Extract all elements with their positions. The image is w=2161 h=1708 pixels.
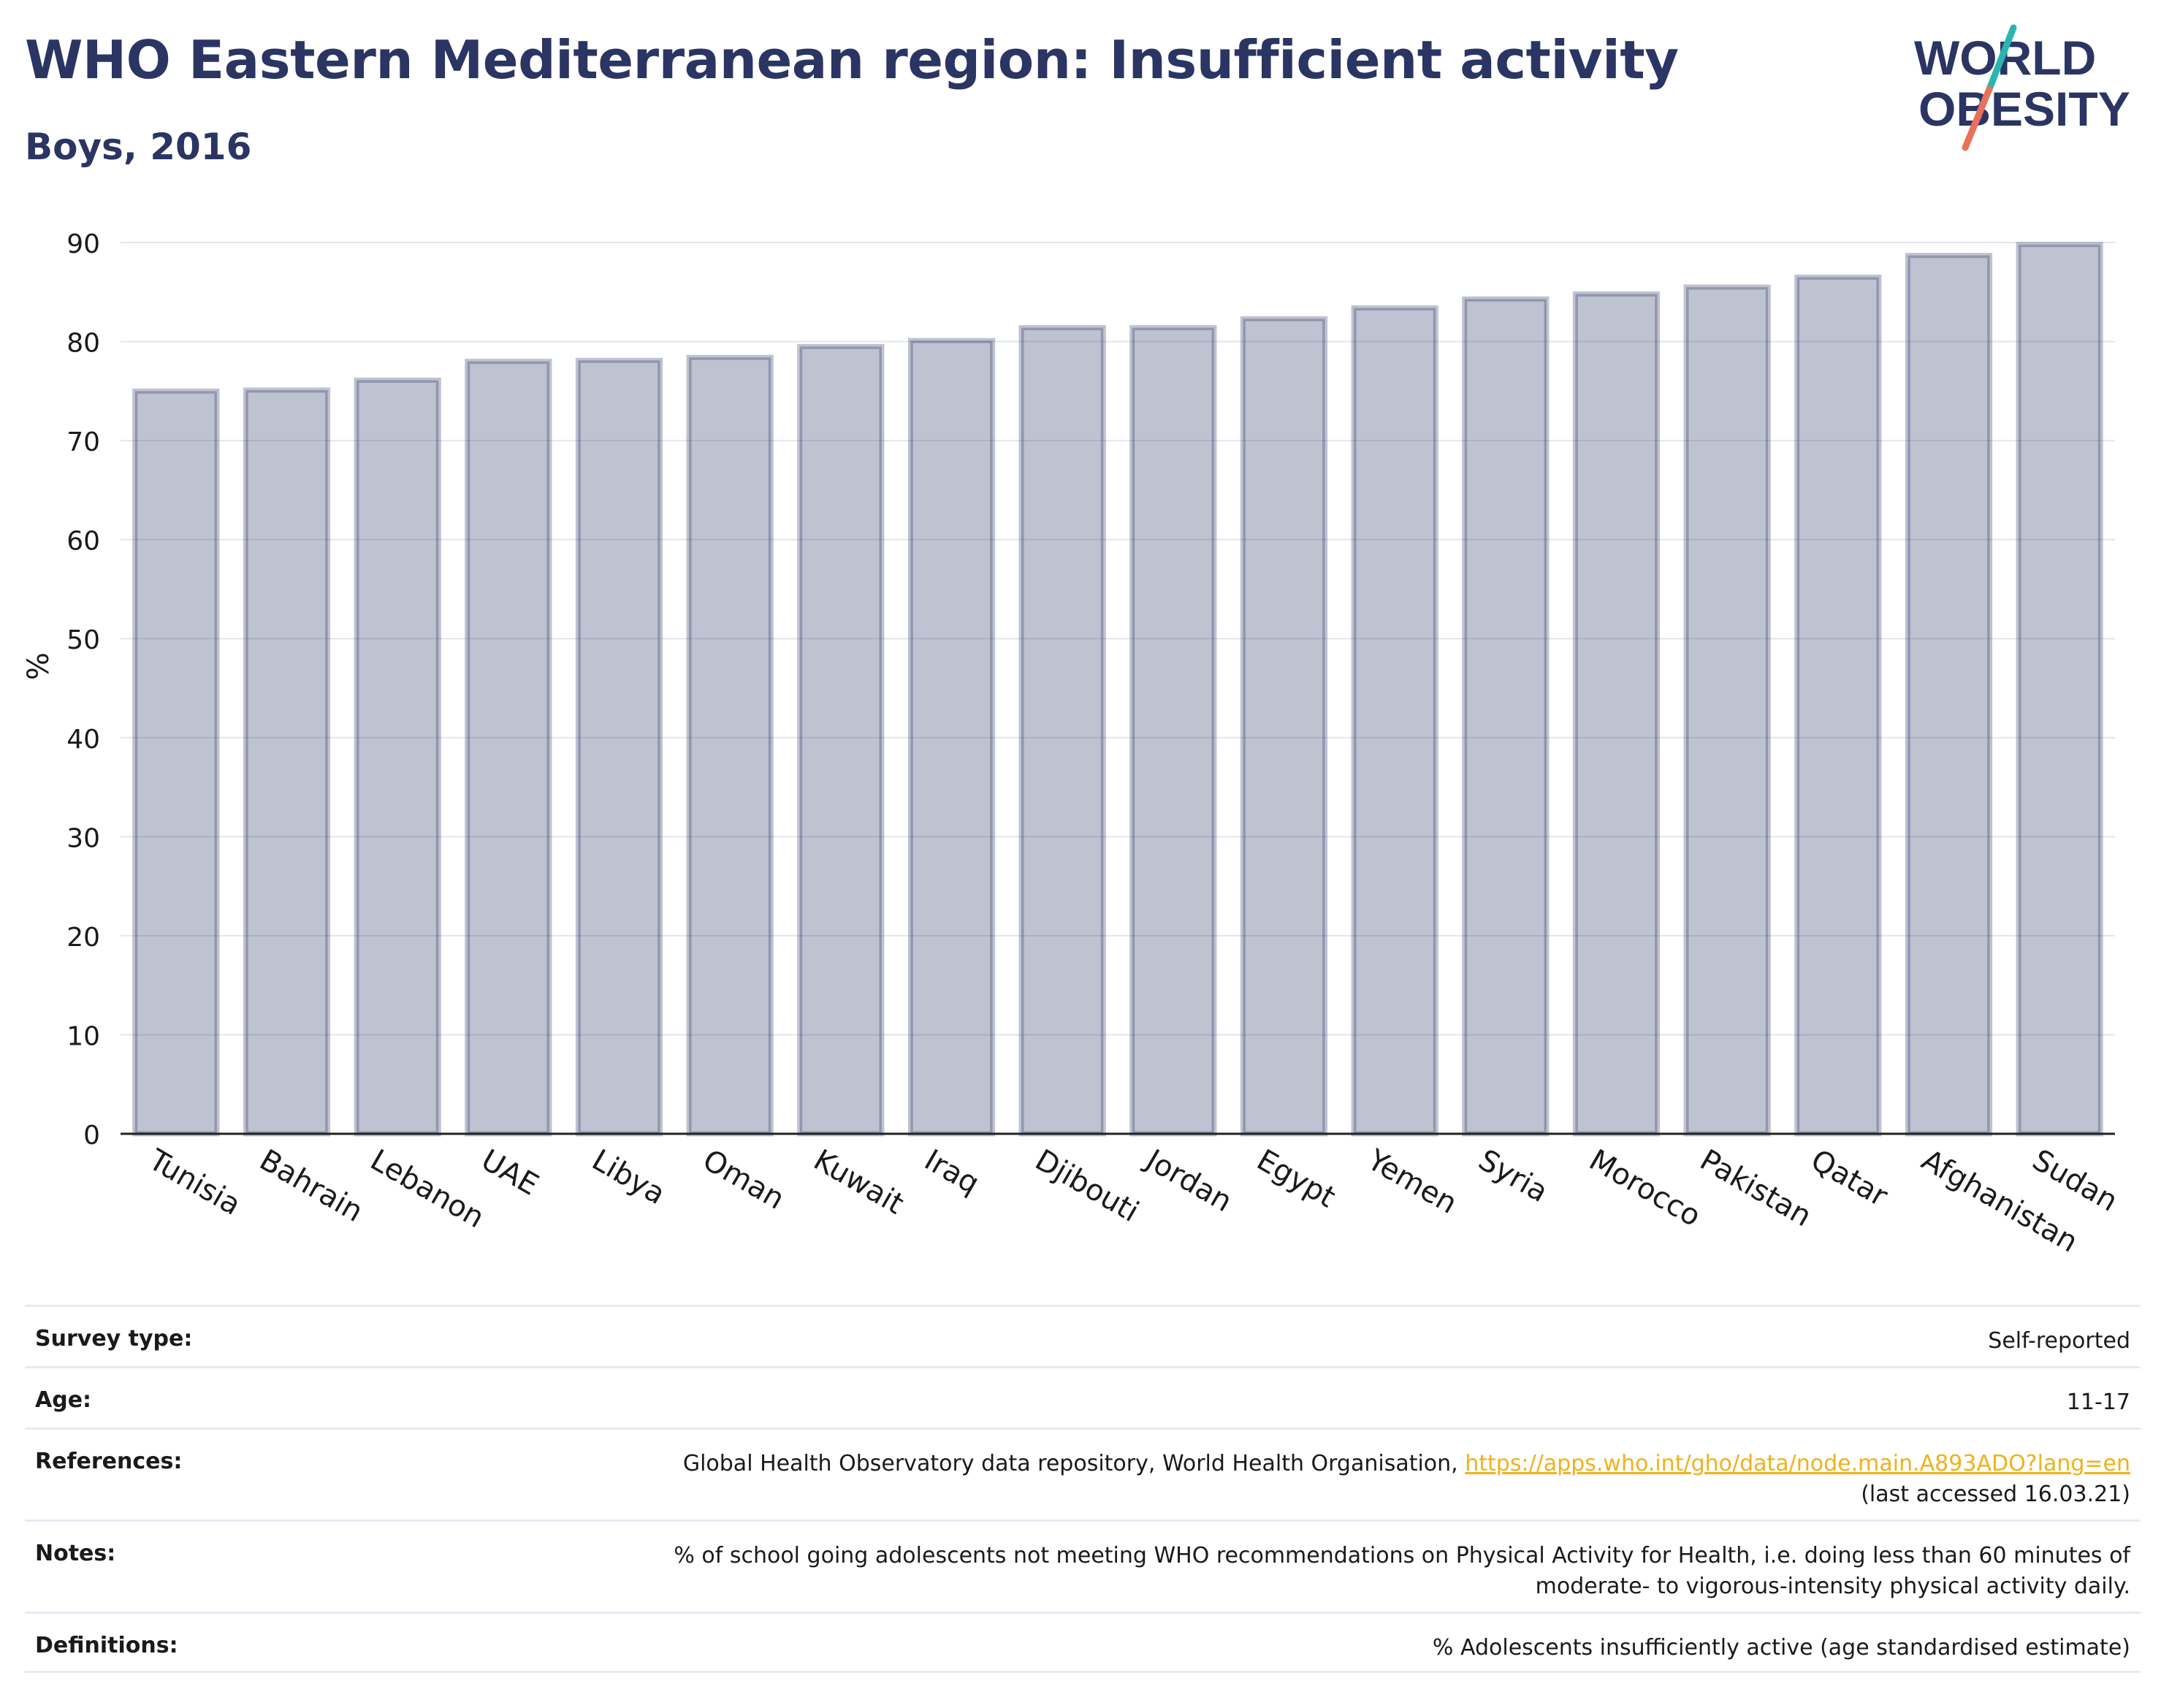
chart-title: WHO Eastern Mediterranean region: Insuff…	[25, 29, 1679, 91]
x-tick-label: Tunisia	[142, 1143, 246, 1222]
bar	[686, 354, 774, 1137]
bar	[465, 359, 552, 1137]
chart-subtitle: Boys, 2016	[25, 126, 252, 168]
references-link[interactable]: https://apps.who.int/gho/data/node.main.…	[1465, 1451, 2130, 1476]
notes-line1: % of school going adolescents not meetin…	[674, 1543, 2130, 1568]
bar	[1683, 284, 1771, 1137]
y-tick-label: 50	[66, 625, 100, 655]
age-label: Age:	[35, 1387, 92, 1413]
info-row-survey-type: Survey type: Self-reported	[25, 1305, 2141, 1366]
y-tick-label: 0	[83, 1121, 100, 1151]
notes-line2: moderate- to vigorous-intensity physical…	[1535, 1574, 2130, 1599]
survey-type-label: Survey type:	[35, 1326, 193, 1351]
x-tick-label: Pakistan	[1694, 1143, 1817, 1234]
info-table: Survey type: Self-reported Age: 11-17 Re…	[25, 1305, 2141, 1673]
grid-lines	[121, 242, 2115, 1036]
y-tick-label: 90	[66, 229, 100, 259]
x-tick-label: Jordan	[1138, 1142, 1238, 1219]
x-tick-label: Djibouti	[1029, 1143, 1144, 1229]
survey-type-value: Self-reported	[1988, 1328, 2130, 1354]
y-tick-label: 60	[66, 527, 100, 557]
bar	[1462, 296, 1550, 1137]
y-axis-title: %	[22, 652, 56, 680]
x-tick-label: Iraq	[919, 1143, 986, 1201]
info-row-references: References: Global Health Observatory da…	[25, 1427, 2141, 1520]
bar	[1351, 305, 1438, 1137]
y-tick-label: 70	[66, 427, 100, 457]
bar	[797, 343, 885, 1137]
x-tick-label: Libya	[587, 1143, 671, 1211]
x-tick-label: Lebanon	[365, 1143, 489, 1235]
bar	[1129, 325, 1217, 1137]
bar	[243, 387, 331, 1137]
x-tick-label: Kuwait	[808, 1143, 910, 1221]
x-tick-label: Egypt	[1251, 1143, 1341, 1215]
definitions-value: % Adolescents insufficiently active (age…	[1432, 1635, 2130, 1661]
references-label: References:	[35, 1449, 183, 1474]
logo-slash-top	[1986, 24, 2017, 93]
x-tick-label: Bahrain	[254, 1143, 369, 1229]
bar-chart: 0 10 20 30 40 50 60 70 80 90 Tunisia BahrainLebanon…	[22, 229, 2123, 1259]
x-tick-label: Morocco	[1584, 1143, 1707, 1234]
references-suffix: (last accessed 16.03.21)	[1861, 1482, 2130, 1507]
bar	[1905, 253, 1993, 1137]
y-tick-label: 80	[66, 329, 100, 359]
bar	[907, 338, 996, 1137]
logo-text-line2: OBESITY	[1918, 82, 2130, 136]
y-tick-label: 30	[66, 823, 100, 853]
age-value: 11-17	[2066, 1389, 2130, 1415]
x-tick-label: Yemen	[1361, 1143, 1463, 1221]
logo-slash-bottom	[1962, 85, 1993, 151]
bar	[132, 388, 220, 1137]
bars	[132, 242, 2103, 1137]
x-tick-label: Oman	[697, 1143, 790, 1216]
world-obesity-logo: WORLD OBESITY	[1914, 24, 2130, 151]
bar	[575, 357, 663, 1137]
x-tick-label: Qatar	[1805, 1143, 1894, 1213]
notes-value: % of school going adolescents not meetin…	[674, 1541, 2130, 1602]
x-tick-label: Syria	[1473, 1143, 1554, 1209]
info-row-notes: Notes: % of school going adolescents not…	[25, 1520, 2141, 1612]
bar	[1018, 325, 1106, 1137]
info-row-definitions: Definitions: % Adolescents insufficientl…	[25, 1612, 2141, 1673]
bar	[2016, 242, 2103, 1137]
definitions-label: Definitions:	[35, 1633, 178, 1658]
bar	[354, 377, 441, 1137]
y-tick-label: 40	[66, 725, 100, 755]
references-text: Global Health Observatory data repositor…	[682, 1451, 1458, 1476]
references-value: Global Health Observatory data repositor…	[683, 1449, 2130, 1510]
bar	[1572, 291, 1661, 1137]
bar	[1794, 274, 1882, 1137]
notes-label: Notes:	[35, 1541, 116, 1566]
info-row-age: Age: 11-17	[25, 1366, 2141, 1427]
bar	[1240, 316, 1328, 1137]
x-tick-label: UAE	[476, 1143, 544, 1202]
y-tick-label: 20	[66, 923, 100, 953]
y-tick-label: 10	[66, 1021, 100, 1051]
